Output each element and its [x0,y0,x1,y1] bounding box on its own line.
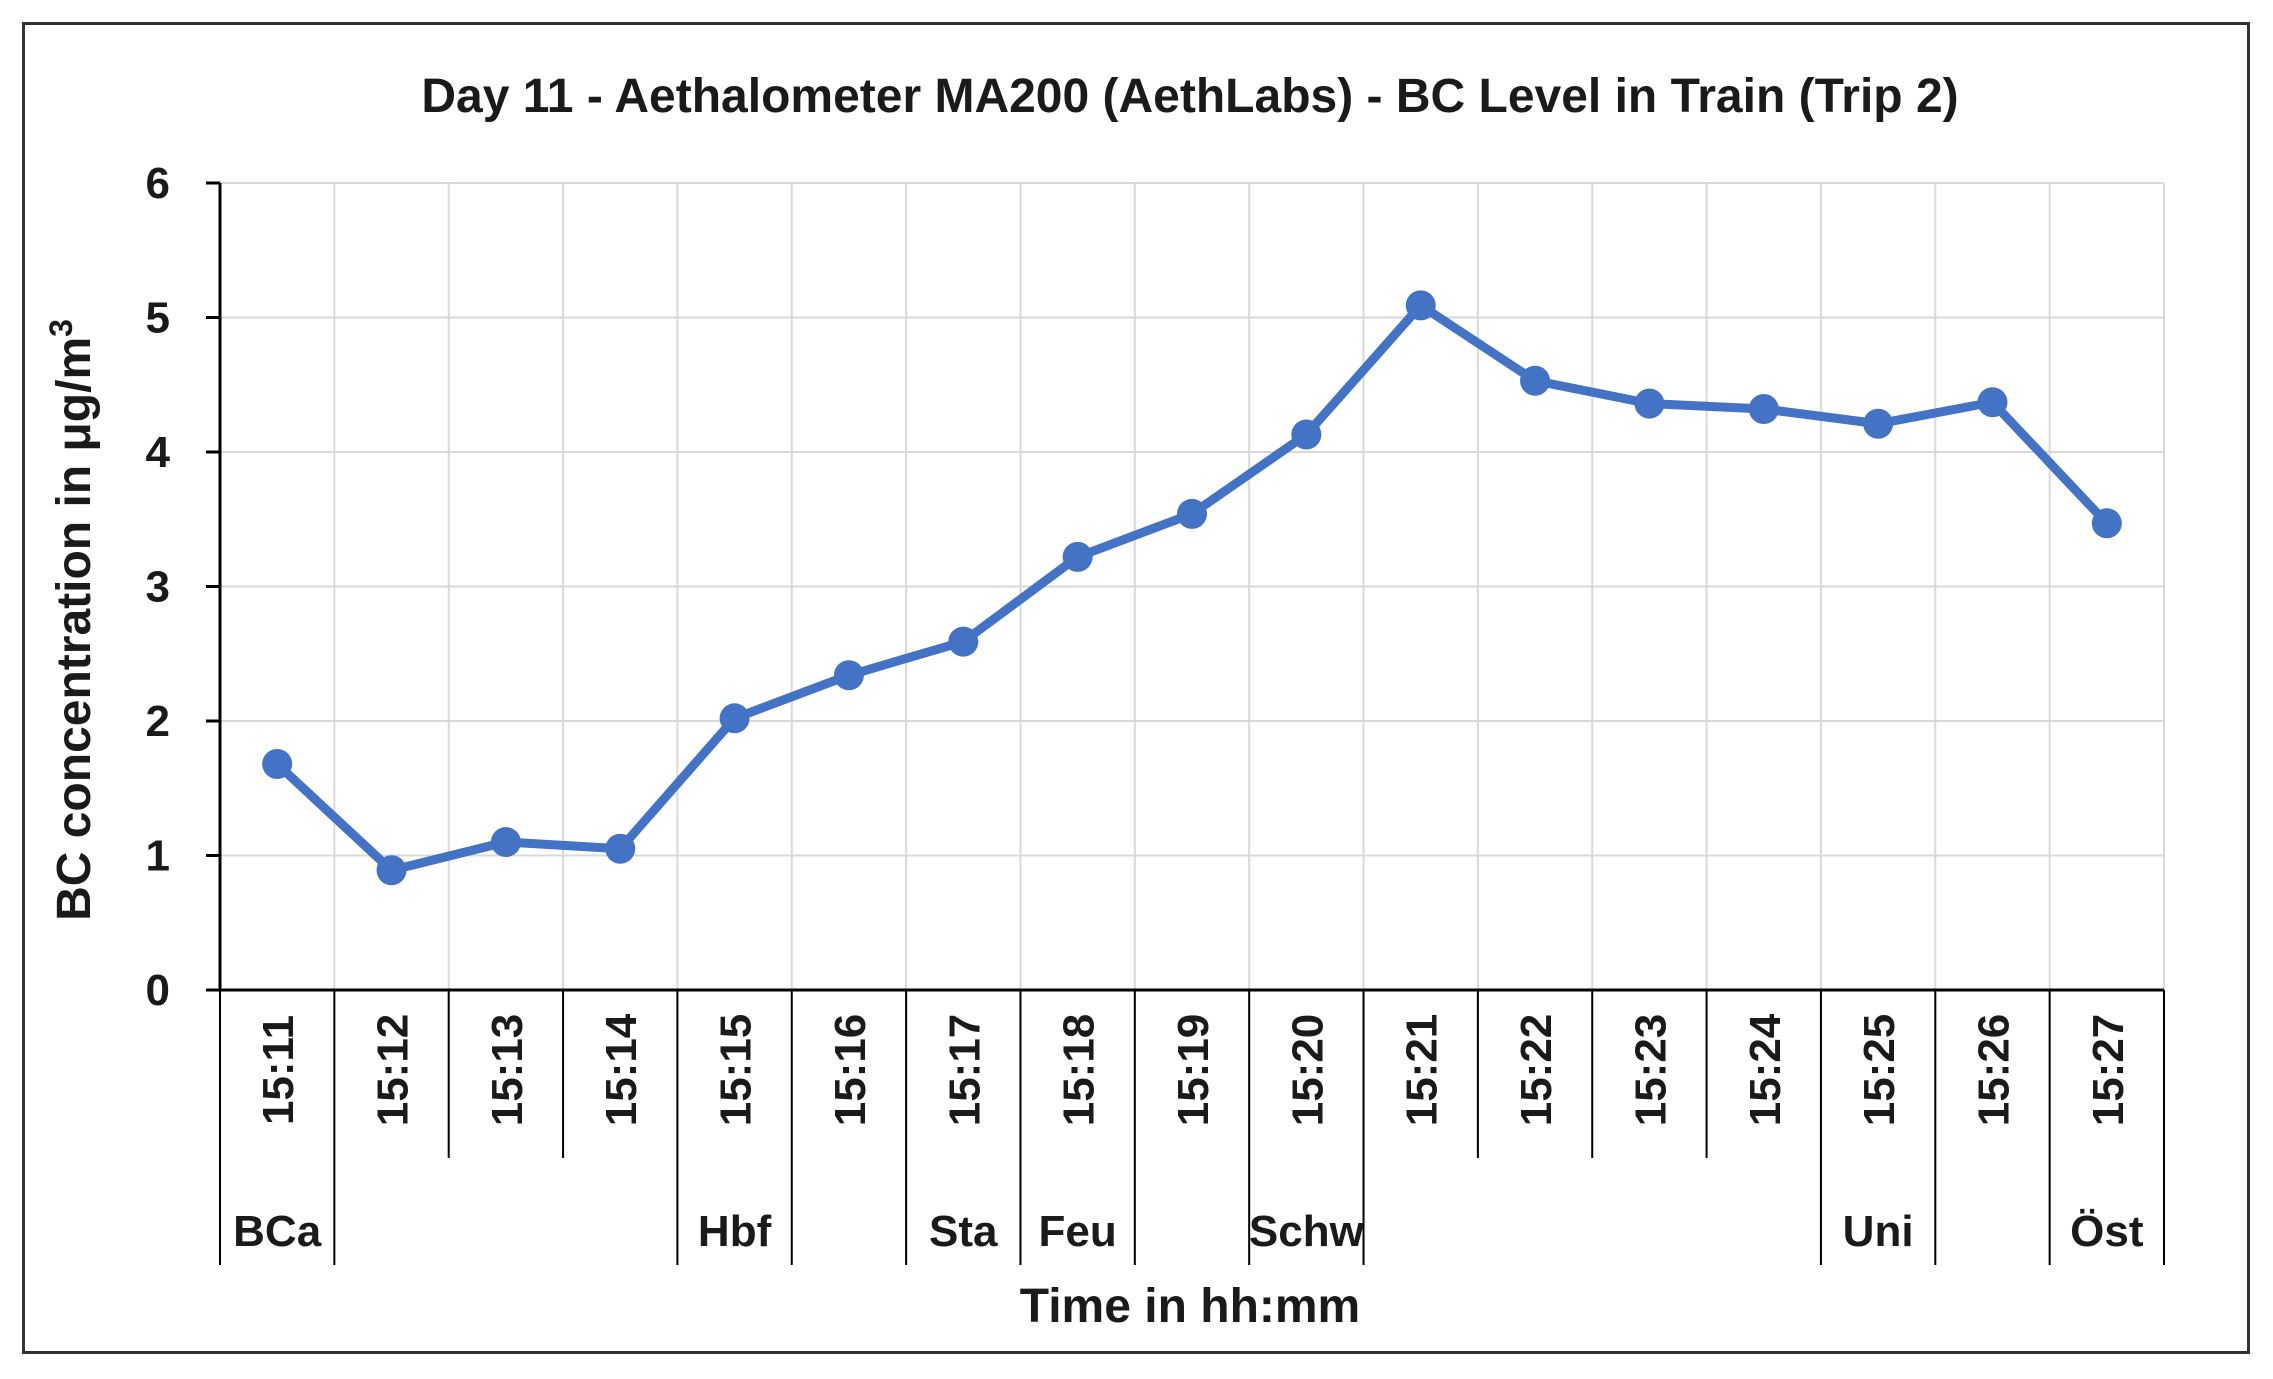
x-tick-label: 15:27 [2084,1014,2133,1127]
x-tick-label: 15:22 [1512,1014,1561,1127]
station-label: Feu [1039,1207,1117,1256]
x-tick-labels: 15:11 15:12 15:13 15:14 15:15 15:16 15:17 15:18… [254,1013,2133,1126]
x-tick-label: 15:18 [1055,1014,1104,1127]
y-tick-label: 3 [146,563,170,612]
data-point [605,833,636,864]
data-point [262,749,293,780]
x-tick-label: 15:13 [483,1014,532,1127]
station-label: Uni [1843,1207,1914,1256]
y-axis-label-text: BC concentration in μg/m [48,337,101,921]
station-label: Schw [1249,1207,1365,1256]
data-point [719,703,750,734]
y-tick-label: 2 [146,697,170,746]
chart-frame [22,22,2250,1354]
station-label: Sta [929,1207,998,1256]
y-tick-labels: 0 1 2 3 4 5 6 [146,159,171,1015]
series [262,290,2122,886]
station-label: Hbf [698,1207,772,1256]
chart-title: Day 11 - Aethalometer MA200 (AethLabs) -… [421,70,1958,123]
data-point [948,626,979,657]
x-tick-label: 15:19 [1169,1014,1218,1127]
y-tick-label: 4 [146,428,171,477]
x-tick-label: 15:20 [1283,1014,1332,1127]
x-tick-label: 15:11 [254,1015,303,1125]
x-tick-label: 15:16 [826,1014,875,1127]
station-labels: BCa Hbf Sta Feu Schw Uni Öst [233,1207,2144,1256]
data-point [376,855,407,886]
data-point [833,660,864,691]
x-tick-label: 15:14 [597,1013,646,1126]
data-point [1748,393,1779,424]
y-axis-label-superscript: 3 [43,319,79,337]
series-line [272,300,2112,875]
data-point [1863,408,1894,439]
axes [206,181,2165,1265]
station-label: BCa [233,1207,322,1256]
data-point [1405,290,1436,321]
x-tick-label: 15:17 [940,1014,989,1127]
x-tick-label: 15:24 [1741,1013,1790,1126]
x-tick-label: 15:12 [369,1014,418,1127]
x-tick-label: 15:21 [1398,1014,1447,1127]
y-axis-label: BC concentration in μg/m3 [43,319,101,921]
y-tick-label: 1 [146,832,170,881]
y-tick-label: 5 [146,294,170,343]
data-point [490,827,521,858]
x-tick-label: 15:26 [1969,1014,2018,1127]
x-tick-label: 15:25 [1855,1014,1904,1127]
x-axis-label: Time in hh:mm [1020,1280,1360,1333]
y-tick-label: 0 [146,966,170,1015]
data-point [1634,388,1665,419]
data-point [1291,419,1322,450]
data-point [1177,498,1207,529]
station-label: Öst [2070,1207,2144,1256]
x-tick-label: 15:15 [712,1014,761,1127]
data-point [1977,387,2008,418]
x-tick-label: 15:23 [1626,1014,1675,1127]
y-tick-label: 6 [146,159,170,208]
gridlines [220,182,2165,990]
data-point [2091,508,2122,539]
data-point [1062,541,1093,572]
data-point [1520,365,1551,396]
